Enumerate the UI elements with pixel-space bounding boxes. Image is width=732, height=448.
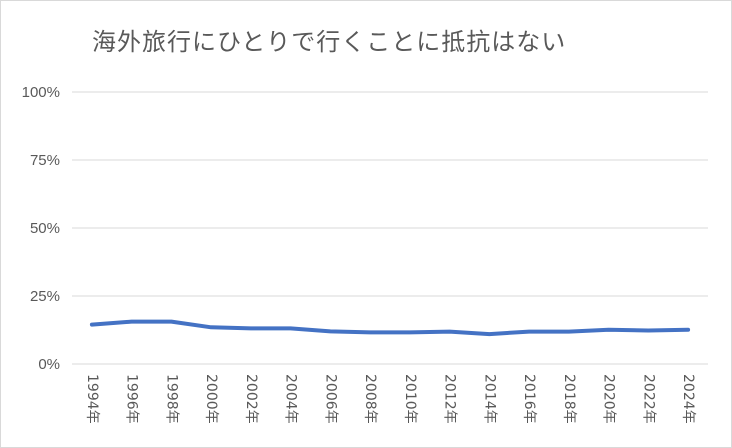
data-point bbox=[289, 326, 293, 330]
x-tick-label: 2022年 bbox=[640, 374, 656, 424]
x-tick-label: 2020年 bbox=[601, 374, 617, 424]
x-tick-label: 2016年 bbox=[521, 374, 537, 424]
data-point bbox=[368, 330, 372, 334]
data-point bbox=[567, 330, 571, 334]
x-tick-label: 1994年 bbox=[84, 374, 100, 424]
x-tick-label: 2010年 bbox=[402, 374, 418, 424]
data-point bbox=[169, 320, 173, 324]
data-point bbox=[686, 328, 690, 332]
x-tick-label: 2008年 bbox=[362, 374, 378, 424]
data-point bbox=[249, 326, 253, 330]
x-tick-label: 2014年 bbox=[481, 374, 497, 424]
x-tick-label: 1998年 bbox=[163, 374, 179, 424]
data-point bbox=[328, 329, 332, 333]
x-tick-label: 2004年 bbox=[283, 374, 299, 424]
x-tick-label: 2000年 bbox=[203, 374, 219, 424]
data-point bbox=[408, 330, 412, 334]
series-line bbox=[89, 319, 691, 337]
data-point bbox=[487, 332, 491, 336]
data-point bbox=[646, 329, 650, 333]
x-tick-label: 2012年 bbox=[442, 374, 458, 424]
data-point bbox=[607, 328, 611, 332]
x-tick-label: 2002年 bbox=[243, 374, 259, 424]
x-tick-label: 2018年 bbox=[561, 374, 577, 424]
y-tick-label: 50% bbox=[30, 220, 60, 237]
chart-title: 海外旅行にひとりで行くことに抵抗はない bbox=[92, 28, 567, 56]
data-point bbox=[90, 323, 94, 327]
x-tick-label: 2006年 bbox=[322, 374, 338, 424]
y-tick-label: 75% bbox=[30, 152, 60, 169]
data-point bbox=[130, 320, 134, 324]
x-tick-label: 1996年 bbox=[124, 374, 140, 424]
data-point bbox=[527, 330, 531, 334]
data-point bbox=[448, 330, 452, 334]
y-tick-label: 0% bbox=[38, 356, 60, 373]
y-tick-label: 100% bbox=[22, 84, 60, 101]
data-point bbox=[209, 325, 213, 329]
y-tick-label: 25% bbox=[30, 288, 60, 305]
x-tick-label: 2024年 bbox=[680, 374, 696, 424]
